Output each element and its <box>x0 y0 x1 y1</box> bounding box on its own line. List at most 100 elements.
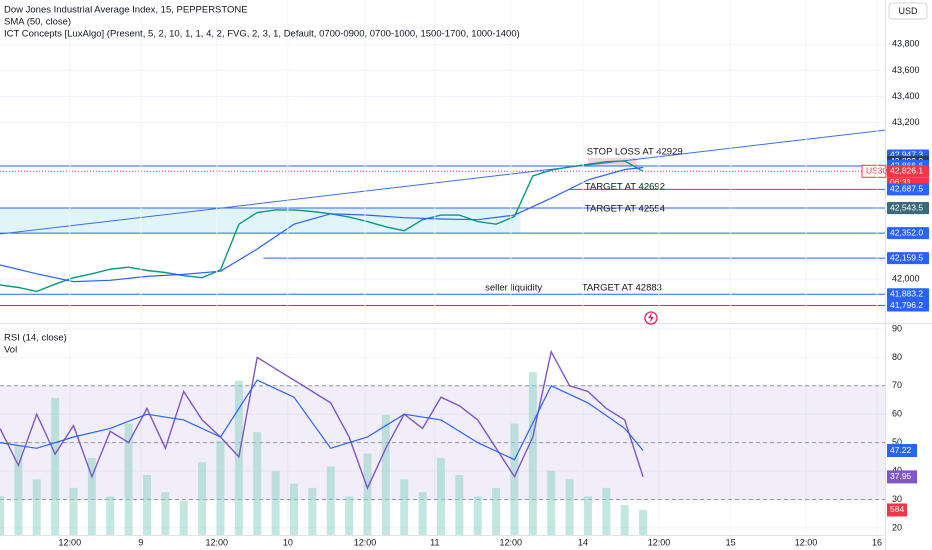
y-tick-label: 50 <box>892 437 902 447</box>
rsi-legend: RSI (14, close) <box>4 333 67 344</box>
price-label: 42,826.1 <box>890 166 923 176</box>
event-icon-bolt <box>648 312 654 323</box>
currency-button[interactable] <box>888 2 928 20</box>
indicator-legend: ICT Concepts [LuxAlgo] (Present, 5, 2, 1… <box>4 29 520 40</box>
annotation: TARGET AT 42692 <box>585 182 665 193</box>
symbol-tag-bg <box>861 164 887 178</box>
volume-bar <box>381 415 390 535</box>
price-label-bg <box>887 288 929 301</box>
volume-label-bg <box>887 503 907 517</box>
x-tick-label: 12:00 <box>354 537 377 547</box>
y-tick-label: 43,200 <box>892 117 920 127</box>
price-label: 42,352.0 <box>890 227 923 237</box>
y-tick-label: 42,000 <box>892 273 920 283</box>
volume-label: 584 <box>890 504 904 514</box>
volume-bar <box>565 479 574 535</box>
countdown: 06:31 <box>890 177 912 187</box>
volume-bar <box>583 496 592 535</box>
y-tick-label: 80 <box>892 352 902 362</box>
volume-bar <box>345 496 354 535</box>
annotation: seller liquidity <box>485 282 542 293</box>
y-tick-label: 20 <box>892 522 902 532</box>
volume-bar <box>473 496 482 535</box>
volume-bar <box>124 423 133 535</box>
price-label: 42,159.5 <box>890 252 923 262</box>
x-tick-label: 9 <box>138 537 143 547</box>
last-value: 47.22 <box>890 445 912 455</box>
x-tick-label: 12:00 <box>795 537 818 547</box>
volume-bar <box>198 462 207 535</box>
sma-legend: SMA (50, close) <box>4 17 71 28</box>
volume-bar <box>528 372 537 535</box>
volume-bar <box>308 487 317 535</box>
annotation: TARGET AT 42554 <box>585 204 665 215</box>
price-label-bg <box>887 202 929 215</box>
last-value-bg <box>887 444 917 458</box>
volume-bar <box>161 492 170 535</box>
y-tick-label: 60 <box>892 409 902 419</box>
trendline <box>0 129 886 235</box>
volume-bar <box>326 466 335 535</box>
price-label-bg <box>887 299 929 312</box>
volume-bar <box>510 423 519 535</box>
volume-bar <box>179 500 188 535</box>
price-label-bg <box>887 183 929 196</box>
series-line <box>0 160 644 293</box>
volume-bar <box>547 470 556 535</box>
volume-bar <box>418 492 427 535</box>
price-label: 42,866.6 <box>890 160 923 170</box>
price-label: 42,947.3 <box>890 150 923 160</box>
series-line <box>0 166 644 283</box>
price-label-bg <box>887 252 929 265</box>
price-label: 41,883.2 <box>890 288 923 298</box>
series-line <box>0 379 644 461</box>
x-tick-label: 14 <box>578 537 588 547</box>
x-tick-label: 16 <box>872 537 882 547</box>
volume-bar <box>620 505 629 535</box>
x-tick-label: 11 <box>430 537 439 547</box>
series-line <box>0 349 644 490</box>
volume-bar <box>0 496 4 535</box>
volume-bar <box>602 487 611 535</box>
vol-legend: Vol <box>4 345 17 356</box>
volume-bar <box>455 475 464 535</box>
currency[interactable]: USD <box>898 6 918 16</box>
price-label: 42,687.5 <box>890 184 923 194</box>
event-icon[interactable] <box>644 311 658 325</box>
volume-bar <box>216 440 225 535</box>
x-tick-label: 12:00 <box>59 537 82 547</box>
volume-bar <box>639 509 648 535</box>
annotation: TARGET AT 42883 <box>582 282 662 293</box>
volume-bar <box>492 487 501 535</box>
y-tick-label: 43,600 <box>892 65 920 75</box>
volume-bar <box>32 479 41 535</box>
x-tick-label: 12:00 <box>648 537 671 547</box>
price-label-bg <box>887 165 929 178</box>
annotation: STOP LOSS AT 42929 <box>587 147 683 158</box>
volume-bar <box>106 496 115 535</box>
volume-bar <box>289 483 298 535</box>
price-label-bg <box>887 227 929 240</box>
volume-bar <box>142 475 151 535</box>
countdown-bg <box>887 177 929 189</box>
y-tick-label: 43,400 <box>892 91 920 101</box>
volume-bar <box>271 470 280 535</box>
volume-bar <box>400 479 409 535</box>
volume-bar <box>87 457 96 535</box>
volume-bar <box>51 397 60 535</box>
x-tick-label: 10 <box>283 537 293 547</box>
volume-bar <box>253 432 262 535</box>
price-label: 41,796.2 <box>890 300 923 310</box>
y-tick-label: 70 <box>892 380 902 390</box>
last-value-bg <box>887 470 917 484</box>
y-tick-label: 30 <box>892 494 902 504</box>
x-tick-label: 12:00 <box>500 537 523 547</box>
x-tick-label: 15 <box>726 537 736 547</box>
volume-bar <box>436 457 445 535</box>
symbol-title: Dow Jones Industrial Average Index, 15, … <box>4 5 248 16</box>
y-tick-label: 90 <box>892 323 902 333</box>
volume-bar <box>363 453 372 535</box>
last-value: 37.95 <box>890 471 912 481</box>
